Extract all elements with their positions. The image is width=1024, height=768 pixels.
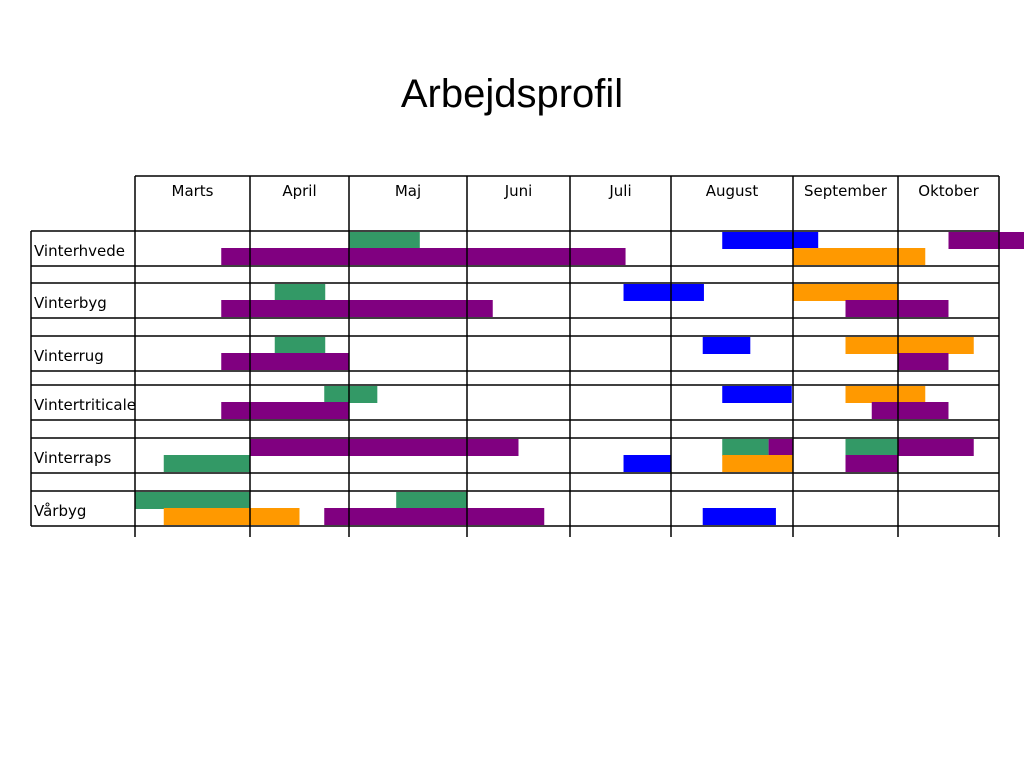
gantt-bar	[793, 284, 898, 301]
gantt-bar	[221, 300, 493, 317]
crop-label: Vinterbyg	[34, 294, 107, 312]
slide-title: Arbejdsprofil	[400, 72, 624, 116]
crop-label: Vintertriticale	[34, 396, 136, 414]
labels-layer: Marts April Maj Juni Juli August September Okto…	[34, 182, 980, 520]
gantt-bar	[135, 492, 250, 509]
gantt-bar	[274, 284, 326, 301]
gantt-bar	[722, 386, 792, 403]
gantt-bar	[845, 455, 898, 472]
gantt-bar	[623, 455, 671, 472]
gantt-bar	[221, 402, 349, 419]
crop-label: Vinterrug	[34, 347, 104, 365]
month-label: Juli	[608, 182, 631, 200]
gantt-bar	[221, 353, 349, 370]
gantt-bar	[324, 386, 378, 403]
gantt-bar	[845, 337, 974, 354]
crop-label: Vinterhvede	[34, 242, 125, 260]
gantt-bar	[163, 455, 250, 472]
gantt-bar	[702, 337, 751, 354]
gantt-bar	[702, 508, 776, 525]
gantt-bar	[871, 402, 949, 419]
month-label: Marts	[172, 182, 214, 200]
gantt-bar	[845, 439, 898, 456]
gantt-bar	[948, 232, 1024, 249]
gantt-bar	[722, 455, 793, 472]
gantt-bar	[768, 439, 793, 456]
month-label: August	[706, 182, 759, 200]
bars-layer	[135, 232, 1024, 525]
gantt-bar	[349, 232, 420, 249]
gantt-bar	[898, 439, 974, 456]
month-label: Oktober	[918, 182, 979, 200]
gantt-bar	[898, 353, 949, 370]
gantt-bar	[722, 232, 819, 249]
month-label: September	[804, 182, 888, 200]
gantt-bar	[845, 386, 926, 403]
gantt-bar	[250, 439, 519, 456]
gantt-bar	[163, 508, 300, 525]
gantt-bar	[623, 284, 704, 301]
crop-label: Vinterraps	[34, 449, 111, 467]
crop-label: Vårbyg	[34, 502, 86, 520]
gantt-bar	[845, 300, 949, 317]
gantt-bar	[221, 248, 626, 265]
month-label: April	[282, 182, 316, 200]
grid-layer	[30, 175, 1000, 537]
gantt-bar	[274, 337, 326, 354]
gantt-bar	[324, 508, 545, 525]
month-label: Maj	[395, 182, 421, 200]
gantt-bar	[722, 439, 769, 456]
gantt-bar	[793, 248, 926, 265]
gantt-bar	[396, 492, 467, 509]
month-label: Juni	[504, 182, 533, 200]
